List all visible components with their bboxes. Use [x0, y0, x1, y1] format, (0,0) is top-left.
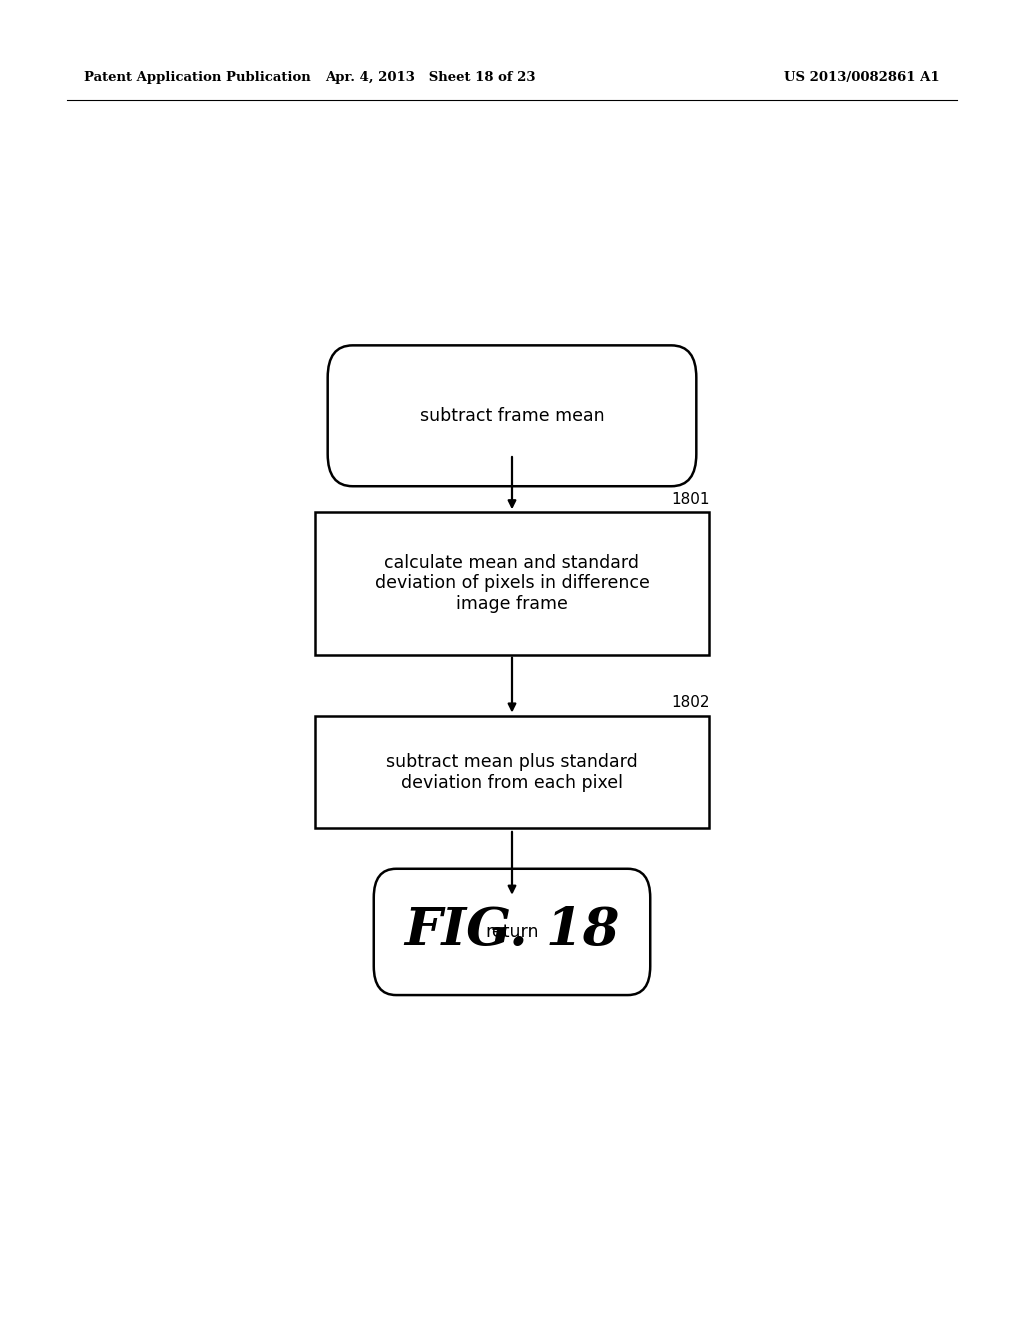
Text: calculate mean and standard
deviation of pixels in difference
image frame: calculate mean and standard deviation of… — [375, 553, 649, 614]
FancyBboxPatch shape — [315, 512, 709, 655]
Text: Apr. 4, 2013   Sheet 18 of 23: Apr. 4, 2013 Sheet 18 of 23 — [325, 71, 536, 84]
Text: subtract mean plus standard
deviation from each pixel: subtract mean plus standard deviation fr… — [386, 752, 638, 792]
FancyBboxPatch shape — [328, 346, 696, 486]
FancyBboxPatch shape — [374, 869, 650, 995]
Text: US 2013/0082861 A1: US 2013/0082861 A1 — [784, 71, 940, 84]
Text: 1801: 1801 — [671, 492, 710, 507]
Text: subtract frame mean: subtract frame mean — [420, 407, 604, 425]
FancyBboxPatch shape — [315, 715, 709, 829]
Text: return: return — [485, 923, 539, 941]
Text: Patent Application Publication: Patent Application Publication — [84, 71, 310, 84]
Text: 1802: 1802 — [671, 696, 710, 710]
Text: FIG. 18: FIG. 18 — [404, 904, 620, 956]
